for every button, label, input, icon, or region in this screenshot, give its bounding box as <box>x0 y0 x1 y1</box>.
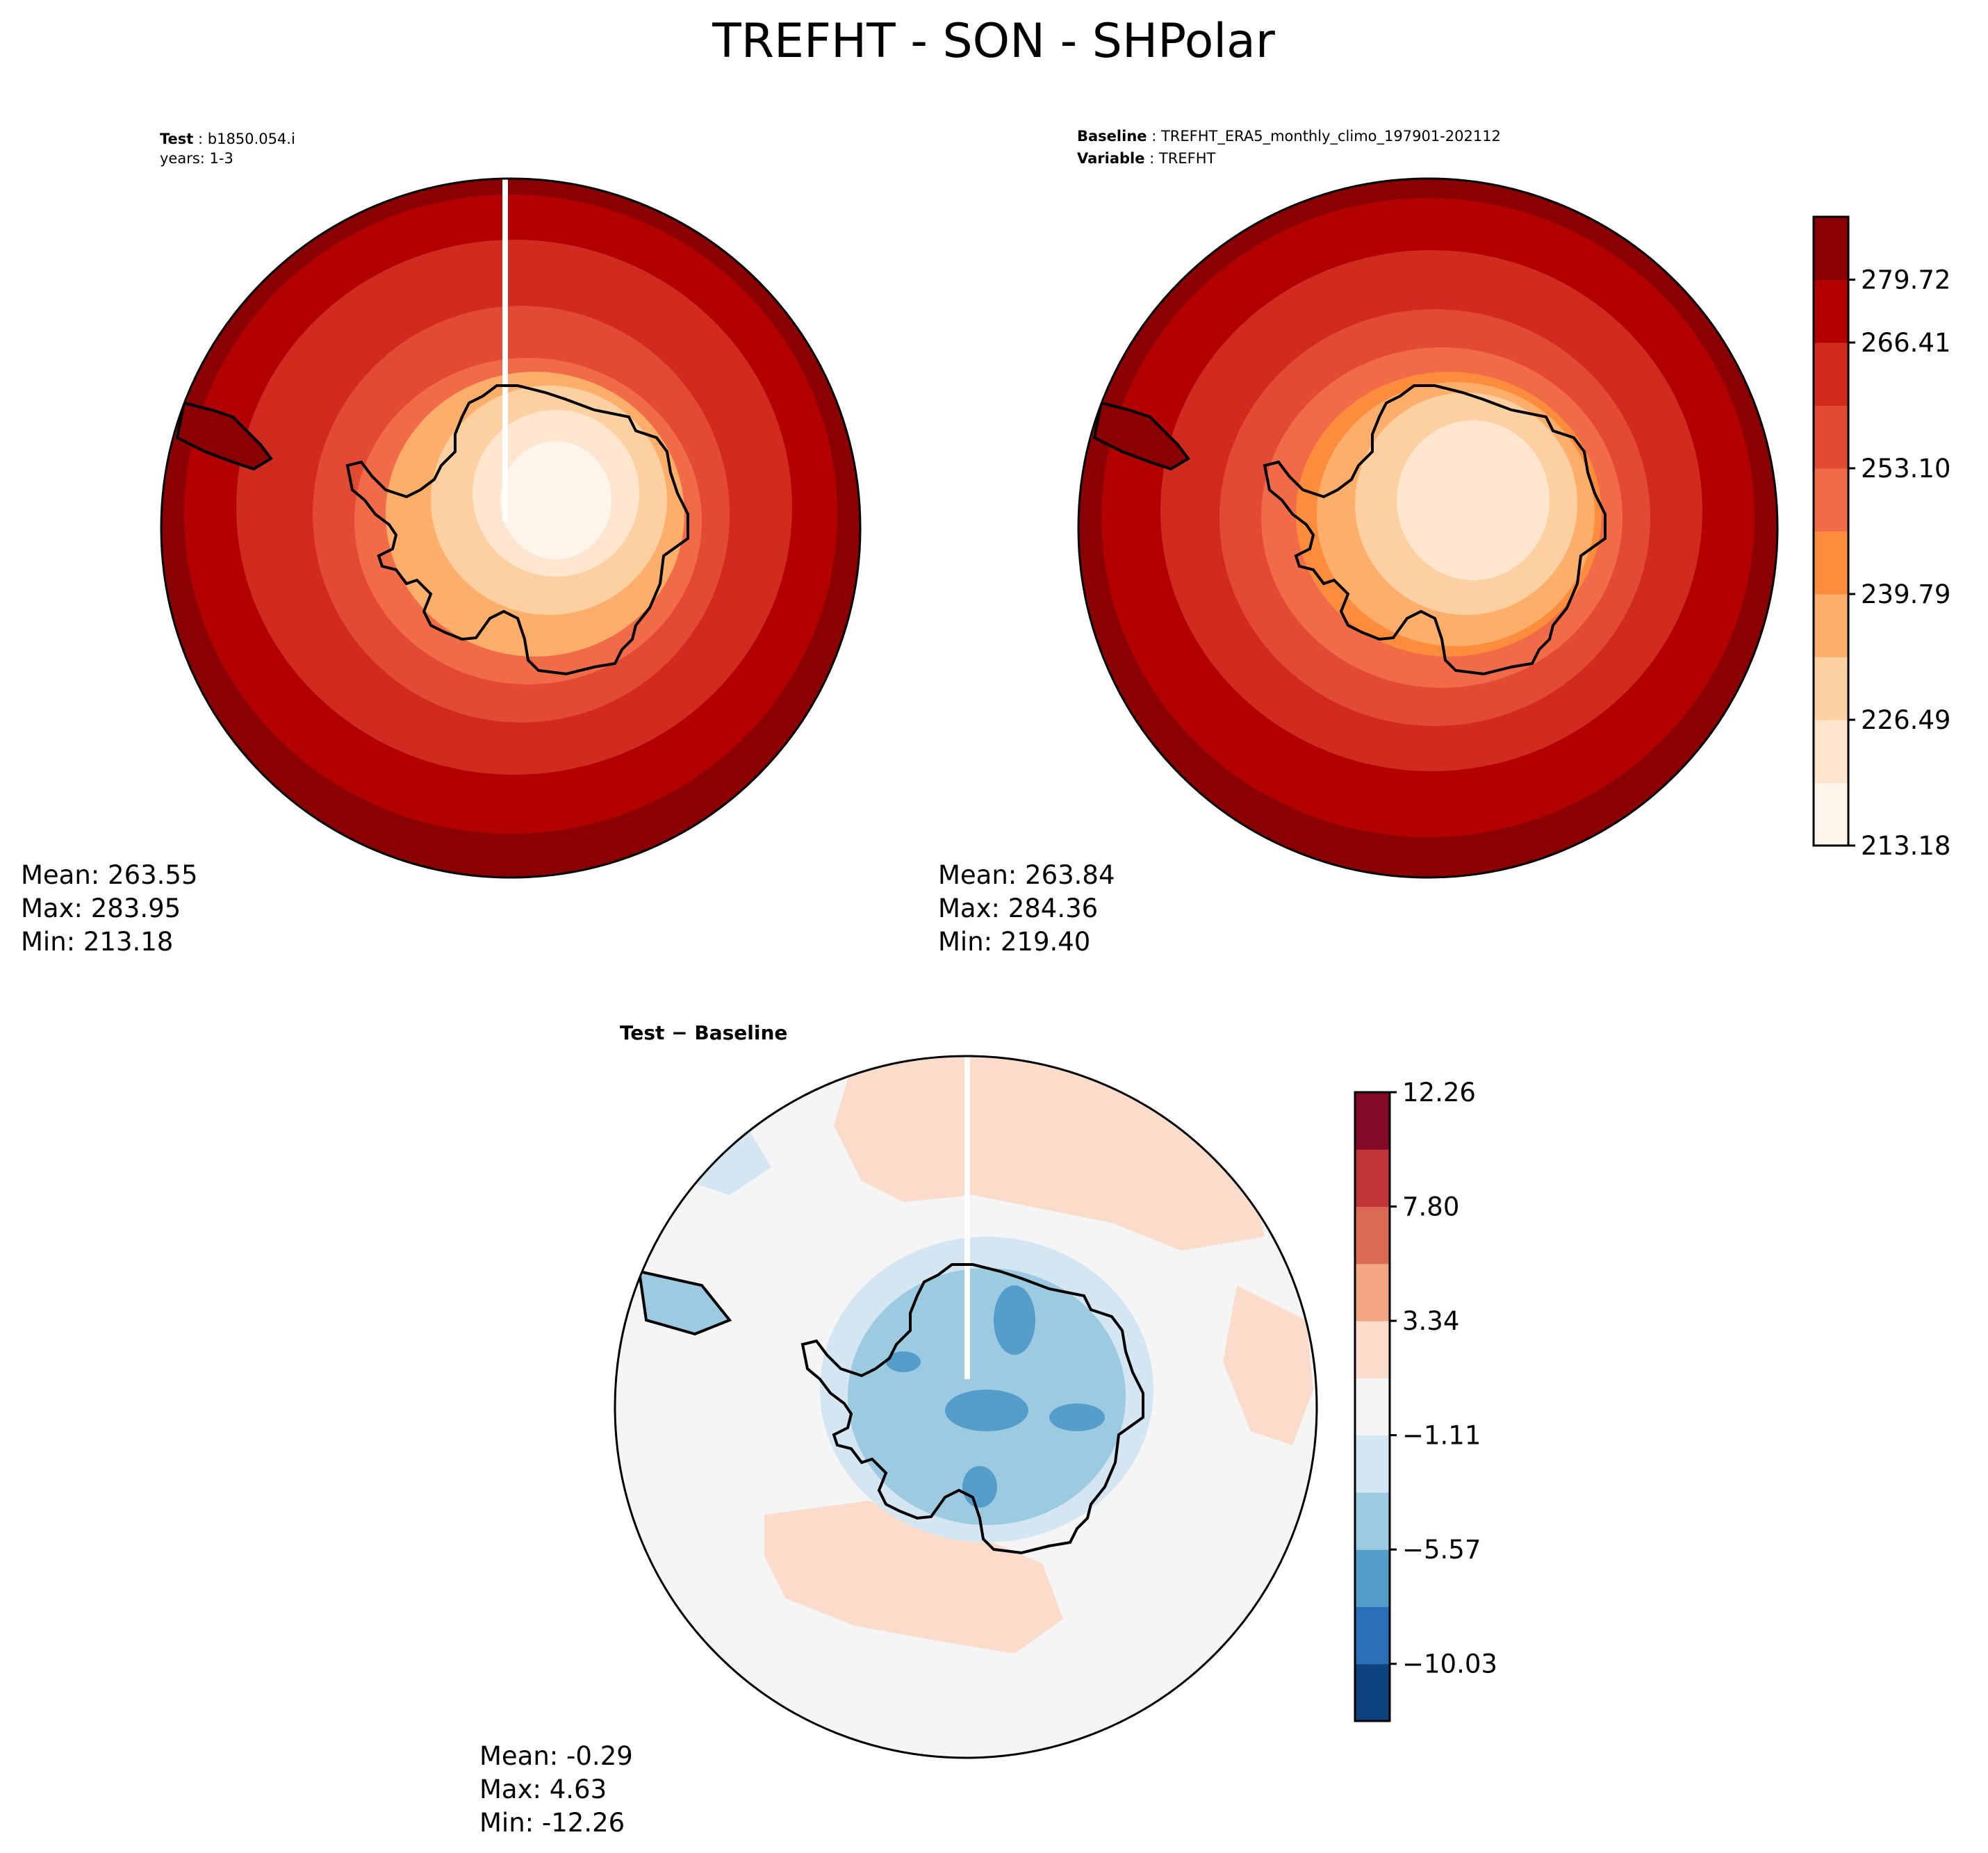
colorbar-tick-label: 266.41 <box>1861 328 1950 358</box>
colorbar-swatch <box>1814 720 1848 783</box>
panel-test-header-line2: years: 1-3 <box>160 150 233 167</box>
colorbar-swatch <box>1814 782 1848 846</box>
colorbar-swatch <box>1355 1149 1390 1208</box>
colorbar-tick-label: 279.72 <box>1861 265 1950 295</box>
colorbar-swatch <box>1355 1549 1390 1607</box>
panel-baseline-header-line2: Variable : TREFHT <box>1077 150 1215 167</box>
panel-test-header-label: Test <box>160 131 193 147</box>
panel-test-mean: Mean: 263.55 <box>21 860 198 890</box>
panel-test-min: Min: 213.18 <box>21 927 173 957</box>
panel-baseline-variable-label: Variable <box>1077 150 1144 167</box>
colorbar-swatch <box>1814 405 1848 469</box>
colorbar-swatch <box>1355 1378 1390 1436</box>
colorbar-swatch <box>1814 594 1848 657</box>
map-baseline-boundary <box>1077 177 1779 879</box>
map-baseline <box>1078 179 1777 878</box>
panel-diff-max: Max: 4.63 <box>479 1774 607 1804</box>
colorbar-tick-label: 253.10 <box>1861 454 1950 484</box>
panel-difference: Test − Baseline Mean: -0.29 Max: 4.63 Mi… <box>479 1021 1318 1838</box>
colorbar-tick-label: 213.18 <box>1861 831 1950 861</box>
panel-test: Test : b1850.054.i years: 1-3 Mean: 263.… <box>21 131 862 957</box>
colorbar-tick-label: 7.80 <box>1402 1192 1459 1222</box>
panel-baseline: Baseline : TREFHT_ERA5_monthly_climo_197… <box>938 128 1779 957</box>
panel-baseline-mean: Mean: 263.84 <box>938 860 1115 890</box>
colorbar-swatch <box>1355 1606 1390 1665</box>
colorbar-tick-label: 239.79 <box>1861 579 1950 609</box>
panel-baseline-min: Min: 219.40 <box>938 927 1090 957</box>
colorbar-swatch <box>1355 1206 1390 1265</box>
colorbar-border <box>1812 215 1850 847</box>
colorbar-swatch <box>1355 1092 1390 1150</box>
colorbar-swatch <box>1355 1663 1390 1722</box>
colorbar-swatch <box>1355 1263 1390 1321</box>
colorbar-border <box>1354 1091 1391 1722</box>
colorbar-swatch <box>1355 1435 1390 1493</box>
colorbar-swatch <box>1355 1321 1390 1378</box>
map-difference <box>615 1056 1317 1758</box>
colorbar-difference: −10.03 −5.57 −1.11 3.34 7.80 12.26 <box>1354 1078 1497 1722</box>
colorbar-swatch <box>1814 531 1848 595</box>
panel-test-max: Max: 283.95 <box>21 893 181 923</box>
panel-diff-header: Test − Baseline <box>620 1021 787 1044</box>
panel-baseline-variable-value: TREFHT <box>1158 150 1216 167</box>
panel-test-header-line1: Test : b1850.054.i <box>160 131 295 147</box>
panel-baseline-header-value: TREFHT_ERA5_monthly_climo_197901-202112 <box>1160 128 1501 145</box>
colorbar-swatch <box>1814 657 1848 720</box>
map-test <box>161 179 860 878</box>
panel-baseline-header-line1: Baseline : TREFHT_ERA5_monthly_climo_197… <box>1077 128 1501 145</box>
colorbar-tick-label: −1.11 <box>1402 1421 1481 1451</box>
figure-title: TREFHT - SON - SHPolar <box>712 14 1275 69</box>
colorbar-tick-label: 3.34 <box>1402 1306 1459 1336</box>
colorbar-tick-label: −10.03 <box>1402 1649 1497 1679</box>
panel-diff-mean: Mean: -0.29 <box>479 1741 633 1771</box>
panel-baseline-max: Max: 284.36 <box>938 893 1098 923</box>
map-test-boundary <box>160 177 862 879</box>
panel-test-header-value: b1850.054.i <box>208 131 295 147</box>
colorbar-swatch <box>1814 468 1848 532</box>
colorbar-swatch <box>1814 343 1848 406</box>
colorbar-swatch <box>1814 279 1848 343</box>
colorbar-tick-label: 226.49 <box>1861 705 1950 735</box>
map-difference-boundary <box>614 1055 1318 1759</box>
colorbar-temperature: 213.18 226.49 239.79 253.10 266.41 279.72 <box>1812 215 1950 861</box>
colorbar-tick-label: 12.26 <box>1402 1078 1476 1107</box>
panel-baseline-header-label: Baseline <box>1077 128 1147 145</box>
panel-diff-min: Min: -12.26 <box>479 1808 625 1838</box>
colorbar-swatch <box>1355 1492 1390 1550</box>
colorbar-swatch <box>1814 217 1848 280</box>
colorbar-tick-label: −5.57 <box>1402 1535 1481 1565</box>
